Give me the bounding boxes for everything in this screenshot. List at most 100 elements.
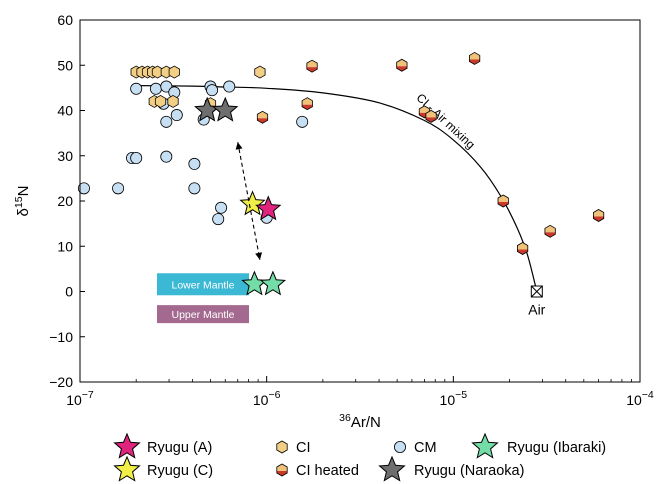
series-cm	[77, 80, 309, 226]
legend-marker-ryugu-naraoka	[378, 455, 406, 482]
arrow-head-end	[255, 252, 263, 260]
hex-bottom-half	[302, 104, 313, 110]
y-tick-label: 20	[57, 193, 73, 209]
hex-top-half	[425, 110, 437, 118]
y-tick-label: −20	[49, 374, 73, 390]
hex-top-half	[276, 464, 288, 471]
arrow-head-start	[235, 142, 243, 150]
hex-outline	[301, 97, 313, 111]
legend-entry-ci-heated: CI heated	[276, 463, 359, 479]
legend-label: Ryugu (Ibaraki)	[507, 440, 606, 456]
point-ci-heated	[592, 209, 605, 222]
hex-outline	[592, 209, 605, 222]
y-tick-label: 30	[57, 148, 73, 164]
legend-entry-ryugu-ibaraki: Ryugu (Ibaraki)	[471, 432, 606, 459]
point-ci-heated	[301, 97, 313, 111]
legend-entry-ci: CI	[276, 440, 311, 456]
hex-top-half	[544, 225, 556, 233]
hex-top-half	[396, 59, 408, 67]
dashed-arrow	[235, 142, 263, 260]
point-cm	[170, 109, 183, 122]
legend-label: Ryugu (C)	[147, 463, 213, 479]
point-ci-heated	[544, 224, 556, 238]
point-cm	[130, 152, 143, 165]
point-cm	[206, 84, 219, 97]
hex-bottom-half	[544, 232, 556, 238]
hex-bottom-half	[257, 118, 268, 124]
upper-mantle-label: Upper Mantle	[171, 309, 234, 321]
hex-outline	[544, 224, 556, 238]
point-ryugu-a	[255, 195, 282, 221]
x-tick-label: 10−5	[440, 389, 468, 408]
point-ci-heated	[425, 109, 437, 123]
hex-bottom-half	[498, 202, 509, 207]
legend-label: CI heated	[296, 463, 359, 479]
hex-outline	[418, 105, 431, 119]
point-cm	[215, 201, 228, 214]
legend-marker-cm	[393, 440, 406, 453]
series-ci-heated	[256, 51, 605, 255]
point-cm	[160, 115, 173, 128]
legend-marker-ryugu-ibaraki	[471, 432, 499, 459]
y-tick-label: 50	[57, 57, 73, 73]
legend-entry-cm: CM	[393, 440, 437, 456]
legend-entry-ryugu-c: Ryugu (C)	[113, 455, 213, 482]
hex-outline	[425, 109, 437, 123]
hex-bottom-half	[425, 117, 437, 123]
hex-top-half	[419, 105, 430, 113]
legend-marker-ci	[276, 440, 288, 454]
hex-bottom-half	[396, 66, 408, 72]
y-tick-label: 10	[57, 238, 73, 254]
lower-mantle-rect	[157, 273, 249, 296]
point-cm	[188, 157, 201, 170]
point-ci	[154, 94, 167, 108]
x-tick-label: 10−6	[253, 389, 281, 408]
dashed-arrow-line	[237, 142, 261, 260]
point-cm	[130, 82, 143, 95]
hex-outline	[306, 59, 318, 73]
point-ci-heated	[469, 51, 481, 65]
air-point	[530, 285, 543, 298]
point-ci	[168, 65, 180, 79]
x-tick-label: 10−7	[66, 389, 94, 408]
hex-bottom-half	[419, 112, 430, 118]
point-ryugu-ibaraki	[259, 270, 287, 296]
hex-outline	[256, 110, 269, 124]
y-tick-label: 0	[65, 284, 73, 300]
y-tick-label: 60	[57, 12, 73, 28]
legend-marker-ci-heated	[276, 463, 288, 477]
hex-bottom-half	[306, 67, 318, 73]
y-tick-label: 40	[57, 103, 73, 119]
series-ryugu-a	[255, 195, 282, 221]
point-ci	[254, 65, 266, 79]
point-cm	[223, 80, 236, 93]
upper-mantle-rect	[157, 305, 249, 324]
hex-top-half	[593, 209, 604, 217]
hex-top-half	[302, 97, 313, 105]
series-ryugu-naraoka	[194, 96, 239, 122]
point-cm	[188, 182, 201, 195]
legend-entry-ryugu-a: Ryugu (A)	[113, 432, 212, 459]
point-cm	[296, 115, 309, 128]
legend-marker-ryugu-c	[113, 455, 141, 482]
x-tick-label: 10−4	[626, 389, 654, 408]
point-cm	[149, 82, 162, 95]
hex-bottom-half	[593, 216, 604, 222]
x-axis-title: 36Ar/N	[339, 412, 381, 431]
legend-label: Ryugu (Naraoka)	[414, 463, 524, 479]
legend-label: Ryugu (A)	[147, 440, 212, 456]
point-ci	[167, 94, 179, 108]
hex-top-half	[517, 242, 528, 250]
lower-mantle-band: Lower Mantle	[157, 273, 249, 296]
point-ci-heated	[396, 58, 408, 72]
point-ci-heated	[517, 242, 529, 255]
point-ci-heated	[306, 59, 318, 73]
y-tick-label: −10	[49, 329, 73, 345]
air-cross-line	[530, 285, 543, 298]
y-axis-title: δ15N	[13, 186, 32, 217]
point-cm	[77, 182, 90, 195]
point-ci-heated	[418, 105, 431, 119]
hex-outline	[517, 242, 529, 255]
point-ci-heated	[256, 110, 269, 124]
